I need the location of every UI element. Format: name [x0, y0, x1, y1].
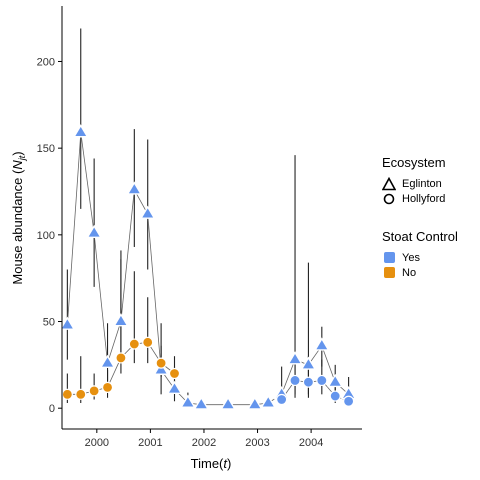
legend-stoat-title: Stoat Control	[382, 229, 458, 244]
legend-item-no: No	[382, 265, 458, 280]
y-tick-label-4: 200	[37, 56, 55, 68]
point-2-7	[155, 357, 167, 369]
point-1-1	[289, 374, 301, 387]
axes	[61, 6, 362, 430]
y-axis-label: Mouse abundance (Njt)	[10, 151, 27, 284]
x-axis-label: Time(t)	[191, 456, 232, 471]
x-tick-label-3: 2003	[245, 437, 269, 449]
legend-label-no: No	[402, 266, 417, 279]
legend-item-hollyford: Hollyford	[382, 191, 446, 206]
legend-item-yes: Yes	[382, 250, 458, 265]
point-0-9	[180, 394, 196, 408]
point-0-8	[166, 380, 183, 395]
axis-ticks: 0 50 100 150 200 2000 2001 2002 2003 2004	[37, 56, 324, 449]
legend-label-hollyford: Hollyford	[402, 192, 446, 205]
point-2-8	[168, 367, 181, 380]
point-1-2	[302, 376, 315, 388]
x-tick-label-2: 2002	[192, 437, 216, 449]
point-2-6	[142, 336, 154, 348]
x-tick-label-0: 2000	[85, 437, 109, 449]
legend-swatch-no	[382, 266, 396, 280]
point-2-5	[128, 338, 140, 350]
point-1-0	[276, 393, 288, 406]
triangle-icon	[382, 176, 396, 191]
point-1-5	[343, 395, 355, 407]
x-tick-label-1: 2001	[138, 437, 162, 449]
legend-swatch-yes	[382, 251, 396, 265]
point-0-18	[327, 373, 344, 388]
point-0-5	[126, 181, 143, 195]
y-tick-label-2: 100	[37, 230, 55, 242]
point-0-12	[246, 396, 263, 410]
circle-icon	[382, 192, 396, 206]
y-tick-label-1: 50	[43, 317, 55, 329]
point-0-4	[113, 313, 129, 327]
point-0-2	[86, 224, 103, 239]
x-tick-label-4: 2004	[299, 437, 323, 449]
point-2-3	[101, 381, 114, 393]
data-points	[59, 124, 357, 410]
point-0-13	[260, 394, 277, 408]
point-1-3	[316, 374, 328, 387]
point-2-2	[88, 385, 100, 397]
y-tick-label-3: 150	[37, 143, 55, 155]
legend-stoat-control: Stoat Control Yes No	[382, 229, 458, 280]
legend-ecosystem-title: Ecosystem	[382, 155, 446, 170]
point-0-1	[72, 124, 89, 138]
point-1-4	[329, 390, 341, 402]
point-0-0	[59, 316, 76, 330]
point-0-15	[287, 351, 303, 365]
point-2-4	[115, 352, 127, 364]
point-2-1	[75, 388, 87, 400]
point-0-3	[99, 354, 116, 369]
point-2-0	[61, 388, 73, 400]
y-tick-label-0: 0	[49, 403, 55, 415]
point-0-6	[139, 205, 156, 219]
error-bars	[66, 28, 350, 407]
point-0-11	[220, 396, 236, 410]
legend-item-eglinton: Eglinton	[382, 176, 446, 191]
legend-label-eglinton: Eglinton	[402, 177, 442, 190]
legend-ecosystem: Ecosystem Eglinton Hollyford	[382, 155, 446, 206]
point-0-10	[193, 396, 210, 410]
point-0-17	[313, 337, 330, 351]
point-0-16	[300, 356, 317, 370]
legend-label-yes: Yes	[402, 251, 420, 264]
